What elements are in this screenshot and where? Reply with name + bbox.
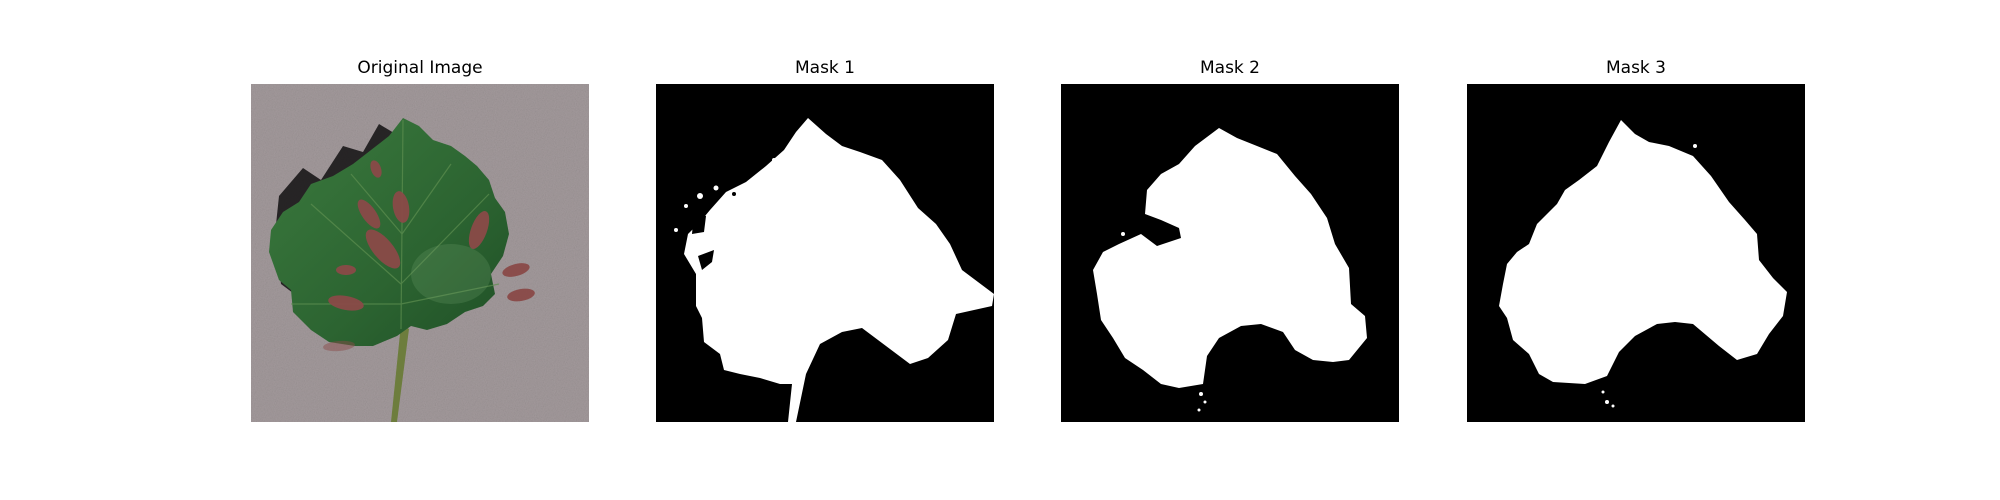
mask-1-image — [656, 84, 994, 422]
panel-mask-1: Mask 1 — [656, 0, 994, 500]
panel-mask-2: Mask 2 — [1061, 0, 1399, 500]
panel-mask-3: Mask 3 — [1467, 0, 1805, 500]
panel-title: Mask 2 — [1199, 58, 1260, 78]
panel-title: Mask 1 — [794, 58, 855, 78]
mask-3-image — [1467, 84, 1805, 422]
panel-title: Original Image — [357, 58, 483, 78]
mask-2-image — [1061, 84, 1399, 422]
panel-original: Original Image — [251, 0, 589, 500]
original-leaf-image — [251, 84, 589, 422]
panel-title: Mask 3 — [1605, 58, 1666, 78]
